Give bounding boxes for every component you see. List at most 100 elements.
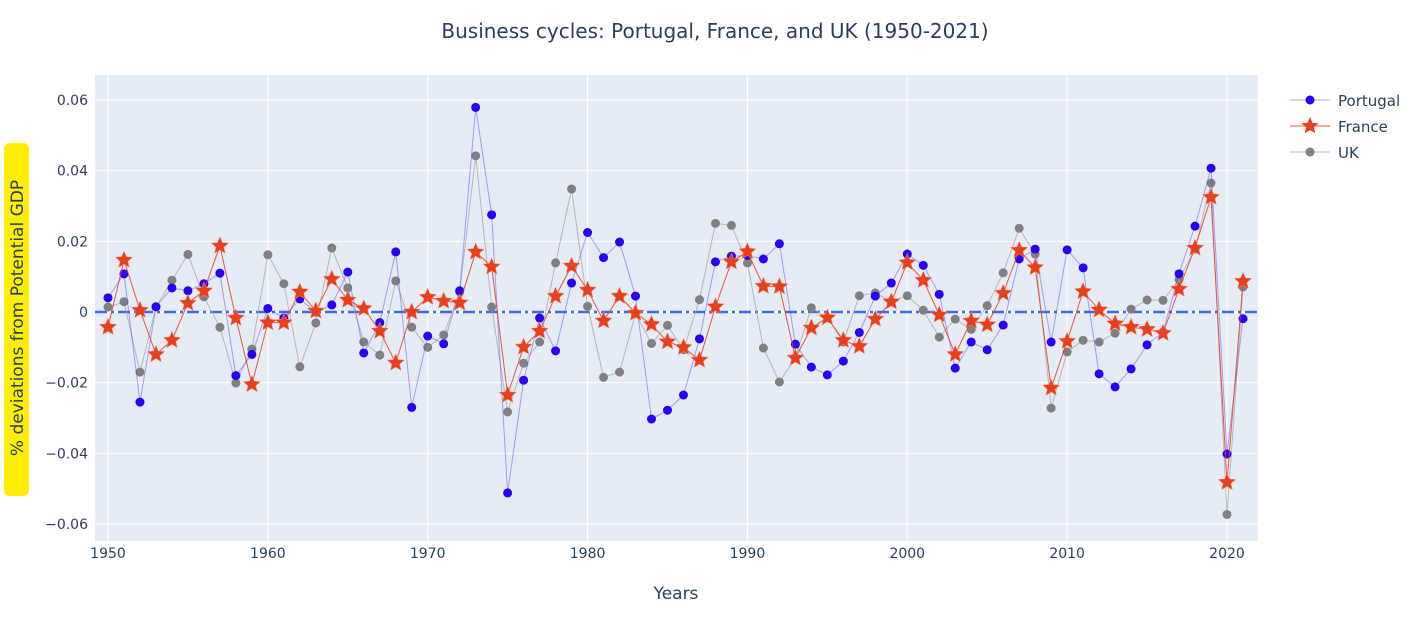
uk-point [1206, 178, 1216, 188]
portugal-point [934, 289, 944, 299]
portugal-point [135, 397, 145, 407]
chart-title: Business cycles: Portugal, France, and U… [441, 19, 988, 43]
uk-point [1046, 403, 1056, 413]
uk-point [311, 318, 321, 328]
france-legend-marker [1301, 117, 1319, 134]
france-point [1201, 187, 1221, 205]
france-point [242, 374, 262, 393]
y-axis-label-highlight [4, 143, 29, 496]
france-point [1153, 323, 1173, 342]
uk-point [1014, 223, 1024, 233]
portugal-point [1190, 221, 1200, 231]
uk-point [535, 337, 545, 347]
portugal-point [599, 253, 609, 263]
france-point [642, 314, 661, 333]
france-point [418, 287, 437, 305]
portugal-point [167, 283, 177, 293]
france-point [1137, 319, 1157, 338]
france-point [786, 348, 805, 366]
portugal-point [1078, 263, 1088, 273]
france-point [1089, 300, 1109, 318]
france-point [802, 318, 821, 336]
y-tick-label: 0 [79, 305, 88, 321]
france-point [834, 330, 853, 349]
france-point [482, 257, 501, 275]
france-point [914, 270, 933, 289]
france-point [386, 353, 405, 371]
portugal-point [263, 303, 273, 313]
france-series [98, 187, 1253, 491]
france-point [194, 281, 214, 299]
x-tick-label: 1980 [570, 546, 606, 562]
uk-point [1078, 335, 1088, 345]
portugal-point [583, 228, 593, 237]
uk-point [423, 342, 433, 352]
france-point [546, 286, 565, 304]
france-point [898, 252, 917, 271]
portugal-legend-label: Portugal [1338, 92, 1400, 110]
portugal-point [838, 356, 848, 366]
portugal-legend-marker [1305, 95, 1315, 105]
france-point [738, 241, 757, 260]
uk-point [119, 297, 129, 307]
france-point [754, 276, 773, 295]
portugal-point [247, 349, 257, 359]
portugal-point [1206, 163, 1216, 173]
portugal-point [567, 278, 577, 288]
uk-point [950, 314, 960, 324]
france-point [578, 280, 597, 298]
uk-point [982, 301, 992, 311]
x-tick-label: 1970 [410, 546, 446, 562]
y-tick-label: 0.04 [57, 164, 88, 180]
france-point [978, 315, 997, 333]
uk-point [726, 220, 736, 230]
uk-point [103, 302, 113, 312]
y-tick-label: −0.02 [45, 376, 88, 392]
portugal-point [343, 267, 353, 277]
portugal-point [1094, 369, 1104, 379]
uk-point [1142, 295, 1152, 305]
uk-point [966, 324, 976, 334]
france-point [178, 293, 198, 311]
portugal-point [423, 331, 433, 341]
france-point [98, 317, 118, 336]
uk-point [1094, 337, 1104, 347]
france-point [210, 236, 230, 254]
france-point [930, 305, 949, 323]
france-legend-label: France [1338, 118, 1388, 136]
uk-point [407, 322, 417, 332]
france-point [866, 309, 885, 327]
portugal-point [678, 390, 688, 400]
uk-point [327, 243, 337, 253]
portugal-point [631, 291, 641, 301]
uk-point [758, 343, 768, 353]
france-point [1185, 238, 1205, 256]
x-tick-label: 2020 [1209, 546, 1245, 562]
x-tick-label: 2010 [1049, 546, 1085, 562]
portugal-point [758, 254, 768, 264]
portugal-point [774, 239, 784, 249]
france-point [450, 293, 469, 311]
france-point [610, 286, 629, 304]
uk-point [854, 291, 864, 301]
france-point [962, 311, 981, 329]
uk-line [107, 155, 1244, 515]
portugal-point [391, 247, 401, 257]
portugal-point [1046, 337, 1056, 347]
portugal-point [918, 260, 928, 270]
portugal-point [487, 210, 497, 220]
portugal-point [151, 302, 161, 312]
france-point [402, 302, 421, 320]
uk-point [359, 337, 369, 347]
france-point [498, 385, 517, 403]
france-point [993, 283, 1013, 302]
uk-point [439, 330, 449, 340]
portugal-point [1126, 364, 1136, 374]
france-point [162, 330, 182, 349]
y-tick-label: −0.06 [45, 517, 88, 533]
france-point [690, 350, 709, 368]
uk-point [599, 372, 609, 382]
portugal-point [886, 278, 896, 288]
uk-point [375, 350, 385, 360]
uk-point [295, 362, 305, 372]
